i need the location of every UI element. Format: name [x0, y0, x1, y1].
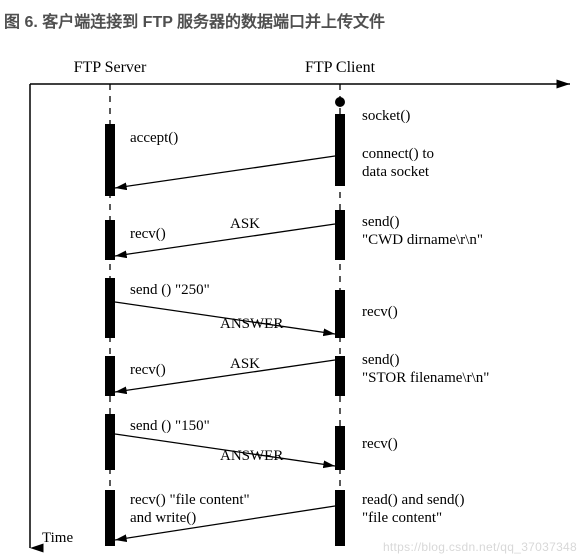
op-label: connect() to: [362, 146, 434, 162]
activation-bar: [105, 490, 115, 546]
op-label: ANSWER: [220, 316, 283, 332]
op-label: read() and send(): [362, 492, 464, 508]
op-label: and write(): [130, 510, 196, 526]
op-label: ASK: [230, 216, 260, 232]
activation-bar: [105, 124, 115, 196]
op-label: recv(): [362, 304, 398, 320]
activation-bar: [105, 414, 115, 470]
activation-bar: [335, 290, 345, 338]
op-label: recv(): [362, 436, 398, 452]
sequence-diagram: FTP Server FTP Client accept() recv() send (…: [0, 38, 585, 558]
op-label: recv(): [130, 362, 166, 378]
activation-bar: [335, 356, 345, 396]
op-label: "STOR filename\r\n": [362, 370, 489, 386]
message-arrow: [115, 156, 335, 188]
time-label: Time: [42, 530, 73, 546]
op-label: ANSWER: [220, 448, 283, 464]
figure-title: 图 6. 客户端连接到 FTP 服务器的数据端口并上传文件: [0, 0, 585, 38]
op-label: accept(): [130, 130, 178, 146]
watermark: https://blog.csdn.net/qq_37037348: [383, 540, 577, 554]
op-label: "file content": [362, 510, 442, 526]
op-label: send () "250": [130, 282, 210, 298]
activation-bar: [105, 220, 115, 260]
activation-bar: [105, 356, 115, 396]
client-label: FTP Client: [305, 59, 376, 76]
op-label: send(): [362, 352, 400, 368]
start-node: [335, 97, 345, 107]
op-label: recv() "file content": [130, 492, 250, 508]
op-label: "CWD dirname\r\n": [362, 232, 483, 248]
activation-bar: [335, 210, 345, 260]
op-label: recv(): [130, 226, 166, 242]
server-label: FTP Server: [74, 59, 147, 76]
activation-bar: [335, 490, 345, 546]
op-label: ASK: [230, 356, 260, 372]
activation-bar: [335, 114, 345, 186]
op-label: data socket: [362, 164, 430, 180]
activation-bar: [105, 278, 115, 338]
diagram-svg: FTP Server FTP Client accept() recv() send (…: [0, 38, 585, 558]
op-label: send(): [362, 214, 400, 230]
op-label: socket(): [362, 108, 410, 124]
op-label: send () "150": [130, 418, 210, 434]
activation-bar: [335, 426, 345, 470]
